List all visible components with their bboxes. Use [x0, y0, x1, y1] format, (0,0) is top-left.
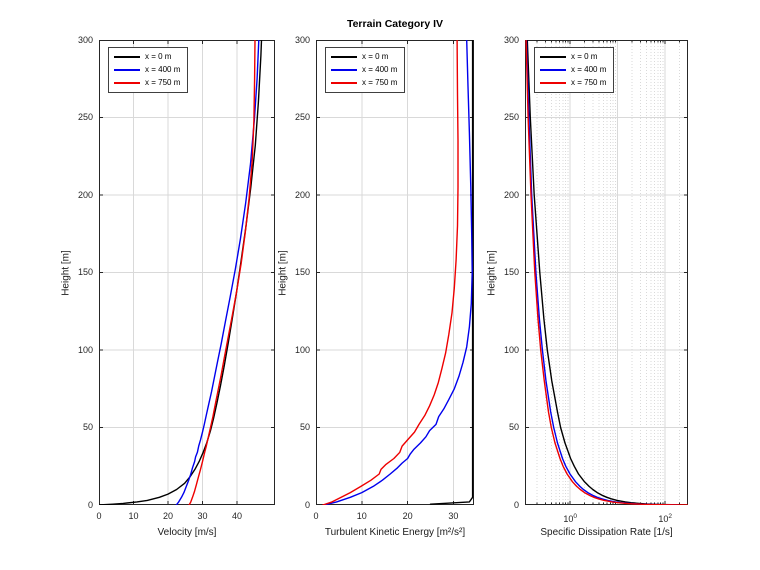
y-tick-label: 300 — [294, 34, 310, 45]
legend-entry-label: x = 400 m — [571, 65, 607, 74]
y-tick-label: 0 — [304, 499, 310, 510]
y-axis-label: Height [m] — [277, 249, 289, 296]
x-axis-label: Velocity [m/s] — [157, 527, 217, 538]
y-tick-label: 300 — [77, 34, 93, 45]
legend-line-sample — [540, 69, 566, 71]
omega-plot: Height [m] Specific Dissipation Rate [1/… — [487, 35, 688, 538]
y-tick-label: 150 — [294, 267, 310, 277]
y-axis-label: Height [m] — [60, 249, 72, 296]
y-tick-label: 200 — [77, 189, 93, 200]
y-tick-label: 200 — [503, 189, 519, 200]
legend-entry-label: x = 400 m — [362, 65, 398, 74]
series-line-x-0-m — [526, 40, 686, 505]
legend-entry-label: x = 0 m — [362, 52, 389, 61]
x-tick-label: 10 — [128, 511, 139, 521]
y-tick-label: 250 — [503, 112, 519, 122]
legend-entry-label: x = 0 m — [571, 52, 598, 61]
y-tick-label: 300 — [503, 34, 519, 45]
omega-plot-area — [525, 40, 688, 505]
legend-entry: x = 400 m — [540, 64, 606, 76]
tke-plot-area — [316, 40, 474, 505]
legend-entry: x = 0 m — [540, 51, 606, 63]
plot-title: Terrain Category IV — [346, 18, 444, 30]
x-axis-label: Specific Dissipation Rate [1/s] — [540, 527, 673, 538]
legend-line-sample — [331, 82, 357, 84]
x-tick-label: 20 — [163, 511, 174, 521]
legend-entry-label: x = 0 m — [145, 52, 172, 61]
legend-entry-label: x = 400 m — [145, 65, 181, 74]
legend-entry-label: x = 750 m — [145, 78, 181, 87]
x-axis-label: Turbulent Kinetic Energy [m²/s²] — [324, 527, 466, 538]
y-tick-label: 0 — [513, 499, 519, 510]
x-tick-label: 30 — [448, 511, 459, 521]
legend-line-sample — [114, 56, 140, 58]
x-tick-label: 0 — [96, 511, 102, 521]
legend: x = 0 m x = 400 m x = 750 m — [534, 47, 615, 93]
x-tick-label: 20 — [402, 511, 413, 521]
legend-line-sample — [540, 82, 566, 84]
series-line-x-400-m — [323, 40, 473, 505]
legend-entry: x = 400 m — [114, 64, 180, 76]
y-tick-label: 150 — [77, 267, 93, 277]
y-tick-label: 150 — [503, 267, 519, 277]
y-tick-label: 0 — [87, 499, 93, 510]
series-line-x-750-m — [322, 40, 459, 505]
series-line-x-750-m — [525, 40, 688, 505]
legend-entry: x = 0 m — [114, 51, 180, 63]
legend-entry: x = 400 m — [331, 64, 397, 76]
x-tick-label: 0 — [313, 511, 319, 521]
y-tick-label: 250 — [294, 112, 310, 122]
legend-line-sample — [331, 56, 357, 58]
x-tick-label: 30 — [197, 511, 208, 521]
legend-entry-label: x = 750 m — [571, 78, 607, 87]
y-tick-label: 250 — [77, 112, 93, 122]
legend-line-sample — [114, 82, 140, 84]
legend-line-sample — [331, 69, 357, 71]
tke-plot: Terrain Category IV Height [m] Turbulent… — [278, 18, 474, 538]
legend: x = 0 m x = 400 m x = 750 m — [325, 47, 406, 93]
x-tick-label: 100 — [563, 513, 577, 524]
y-axis-label: Height [m] — [486, 249, 498, 296]
y-tick-label: 50 — [82, 422, 93, 432]
series-line-x-400-m — [175, 40, 260, 505]
legend: x = 0 m x = 400 m x = 750 m — [108, 47, 189, 93]
legend-line-sample — [540, 56, 566, 58]
x-tick-label: 102 — [658, 513, 673, 524]
legend-entry: x = 750 m — [540, 77, 606, 89]
y-tick-label: 100 — [294, 344, 310, 355]
legend-entry: x = 750 m — [114, 77, 180, 89]
y-tick-label: 200 — [294, 189, 310, 200]
x-tick-label: 10 — [356, 511, 367, 521]
y-tick-label: 100 — [503, 344, 519, 355]
velocity-plot: Height [m] Velocity [m/s] x = 0 m x = 400… — [61, 35, 275, 538]
y-tick-label: 100 — [77, 344, 93, 355]
series-line-x-750-m — [188, 40, 256, 505]
legend-entry-label: x = 750 m — [362, 78, 398, 87]
x-tick-label: 40 — [232, 511, 243, 521]
y-tick-label: 50 — [508, 422, 519, 432]
y-tick-label: 50 — [299, 422, 310, 432]
legend-entry: x = 750 m — [331, 77, 397, 89]
legend-line-sample — [114, 69, 140, 71]
velocity-plot-area — [99, 40, 275, 505]
legend-entry: x = 0 m — [331, 51, 397, 63]
